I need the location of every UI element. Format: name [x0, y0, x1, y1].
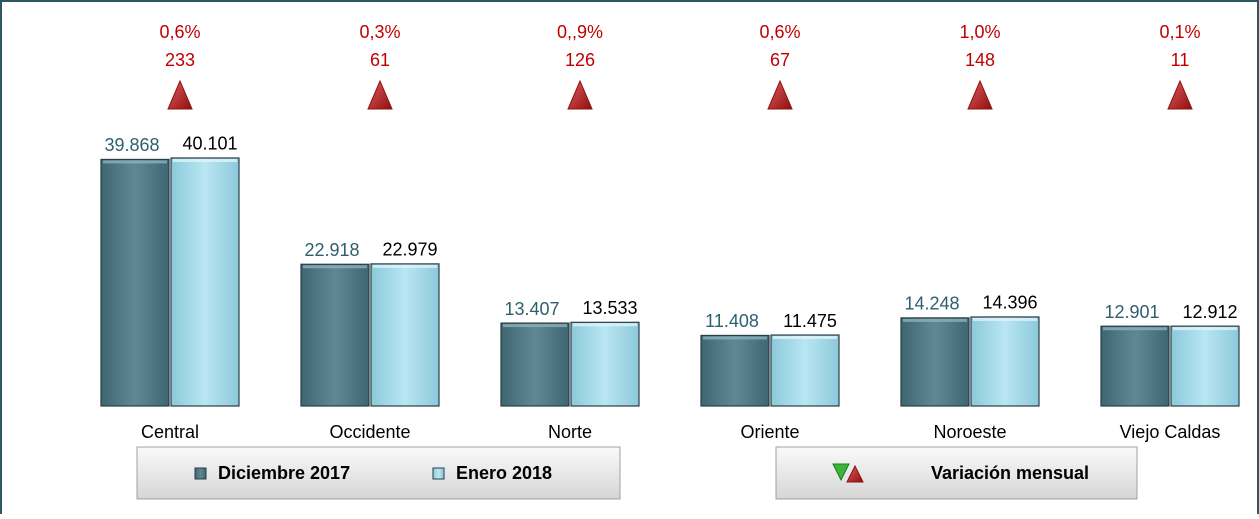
down-icon	[832, 463, 850, 482]
value-label: 40.101	[182, 134, 237, 154]
bar	[370, 263, 440, 407]
value-label: 11.475	[783, 311, 837, 331]
up-triangle	[1167, 79, 1193, 110]
plot: Central 0,6% 233 39.868 40.101 Occidente 0,3% 6…	[100, 22, 1240, 442]
variation-change: 148	[965, 50, 995, 70]
bar-top	[503, 324, 567, 328]
legend-label: Diciembre 2017	[218, 463, 350, 483]
up-triangle	[967, 79, 993, 110]
x-tick-label: Oriente	[740, 422, 799, 442]
value-label: 12.912	[1182, 302, 1237, 322]
value-label: 22.979	[382, 240, 437, 260]
bar	[770, 334, 840, 407]
value-label: 14.396	[982, 293, 1037, 313]
bar-top	[573, 323, 637, 327]
bar	[570, 321, 640, 407]
bar-top	[103, 160, 167, 164]
bar-top	[903, 318, 967, 322]
up-triangle	[167, 79, 193, 110]
up-triangle	[367, 79, 393, 110]
x-tick-label: Noroeste	[933, 422, 1006, 442]
bar-top	[703, 336, 767, 340]
variation-change: 61	[370, 50, 390, 70]
variation-legend-label: Variación mensual	[931, 463, 1089, 483]
variation-percent: 0,,9%	[557, 22, 603, 42]
variation-change: 11	[1171, 50, 1190, 70]
variation-percent: 0,1%	[1159, 22, 1200, 42]
value-label: 22.918	[304, 240, 359, 260]
legend-swatch	[194, 467, 207, 480]
bar	[1170, 325, 1240, 407]
value-label: 13.533	[582, 298, 637, 318]
value-label: 11.408	[705, 311, 759, 331]
up-triangle	[767, 79, 793, 110]
x-tick-label: Viejo Caldas	[1120, 422, 1221, 442]
x-tick-label: Central	[141, 422, 199, 442]
bar	[970, 316, 1040, 407]
variation-percent: 0,6%	[759, 22, 800, 42]
x-tick-label: Occidente	[329, 422, 410, 442]
bar	[700, 334, 770, 407]
value-label: 13.407	[504, 299, 559, 319]
bar	[500, 322, 570, 407]
value-label: 39.868	[104, 135, 159, 155]
variation-legend-box	[775, 446, 1138, 500]
bar-top	[1103, 327, 1167, 331]
legend-label: Enero 2018	[456, 463, 552, 483]
variation-percent: 1,0%	[959, 22, 1000, 42]
bar-top	[173, 158, 237, 162]
variation-change: 233	[165, 50, 195, 70]
bar	[1100, 325, 1170, 407]
bar-top	[373, 264, 437, 268]
legend-swatch	[432, 467, 445, 480]
variation-change: 67	[770, 50, 790, 70]
variation-percent: 0,6%	[159, 22, 200, 42]
bar-top	[973, 317, 1037, 321]
variation-change: 126	[565, 50, 595, 70]
bar	[170, 157, 240, 407]
bar-top	[303, 265, 367, 269]
legend-box	[136, 446, 621, 500]
value-label: 12.901	[1104, 302, 1159, 322]
x-tick-label: Norte	[548, 422, 592, 442]
up-triangle	[567, 79, 593, 110]
variation-percent: 0,3%	[359, 22, 400, 42]
bar	[900, 317, 970, 407]
bar-top	[773, 336, 837, 340]
bar	[300, 263, 370, 407]
value-label: 14.248	[904, 294, 959, 314]
up-icon	[846, 464, 864, 483]
bar-top	[1173, 327, 1237, 331]
bar	[100, 158, 170, 407]
